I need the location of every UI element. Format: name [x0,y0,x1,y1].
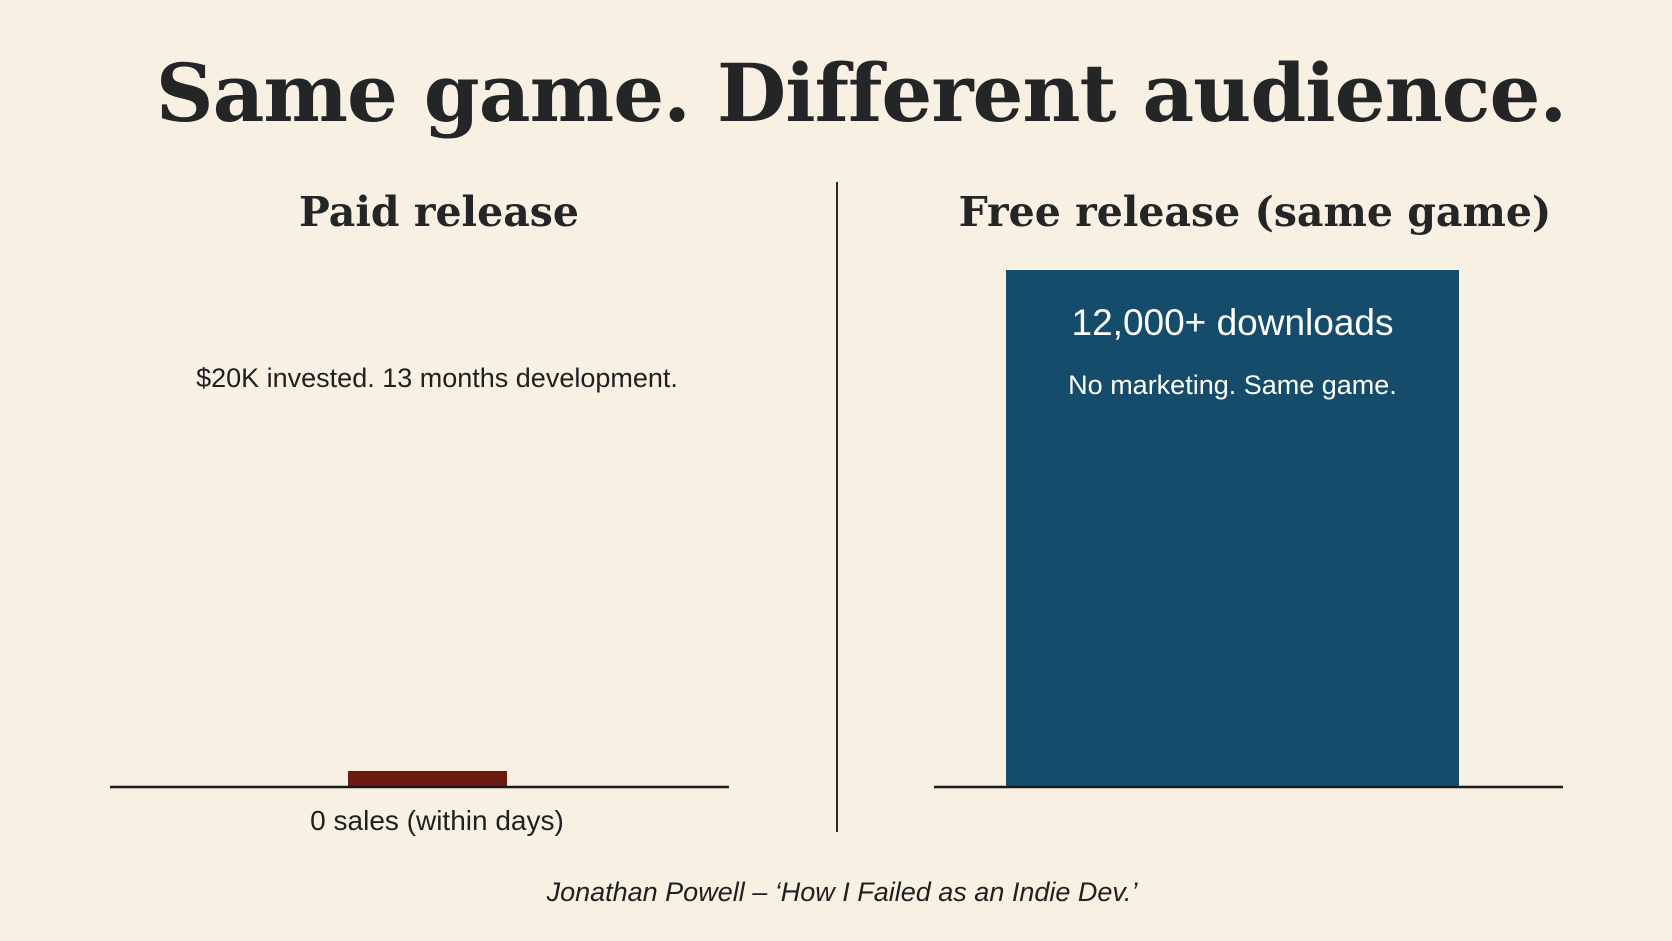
source-citation: Jonathan Powell – ‘How I Failed as an In… [546,877,1138,907]
paid-release-value-label: 0 sales (within days) [310,805,564,836]
free-release-value-label: 12,000+ downloads [1071,302,1394,343]
free-release-title: Free release (same game) [958,188,1552,236]
free-release-sub-label: No marketing. Same game. [1068,370,1397,400]
headline: Same game. Different audience. [155,46,1567,140]
free-release-bar [1006,270,1459,787]
paid-release-title: Paid release [299,188,579,236]
panel-divider [836,182,838,832]
paid-release-bar [348,771,507,787]
paid-release-note: $20K invested. 13 months development. [196,363,678,393]
